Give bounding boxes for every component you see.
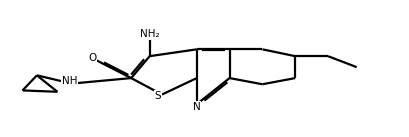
Text: NH: NH [62, 76, 77, 86]
Text: N: N [193, 102, 200, 112]
Text: S: S [154, 91, 161, 101]
Text: NH₂: NH₂ [139, 29, 159, 39]
Text: O: O [88, 53, 96, 63]
